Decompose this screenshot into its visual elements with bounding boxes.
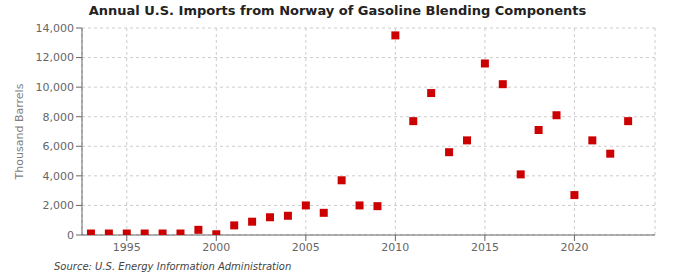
- svg-text:6,000: 6,000: [43, 140, 75, 153]
- svg-text:8,000: 8,000: [43, 111, 75, 124]
- svg-text:14,000: 14,000: [36, 22, 75, 35]
- svg-text:Thousand Barrels: Thousand Barrels: [13, 83, 26, 180]
- svg-text:2020: 2020: [560, 241, 588, 254]
- svg-text:2,000: 2,000: [43, 199, 75, 212]
- svg-text:4,000: 4,000: [43, 170, 75, 183]
- svg-text:10,000: 10,000: [36, 81, 75, 94]
- html-text:Annual U.S. Imports from Norwa: Annual U.S. Imports from Norway of Gasol…: [88, 3, 587, 18]
- html-text:Source: U.S. Energy Informatio: Source: U.S. Energy Information Administ…: [54, 261, 292, 272]
- svg-text:0: 0: [67, 229, 74, 242]
- svg-text:12,000: 12,000: [36, 51, 75, 64]
- svg-text:2000: 2000: [202, 241, 230, 254]
- svg-text:2015: 2015: [471, 241, 499, 254]
- svg-text:2010: 2010: [381, 241, 409, 254]
- svg-text:1995: 1995: [113, 241, 141, 254]
- svg-text:2005: 2005: [292, 241, 320, 254]
